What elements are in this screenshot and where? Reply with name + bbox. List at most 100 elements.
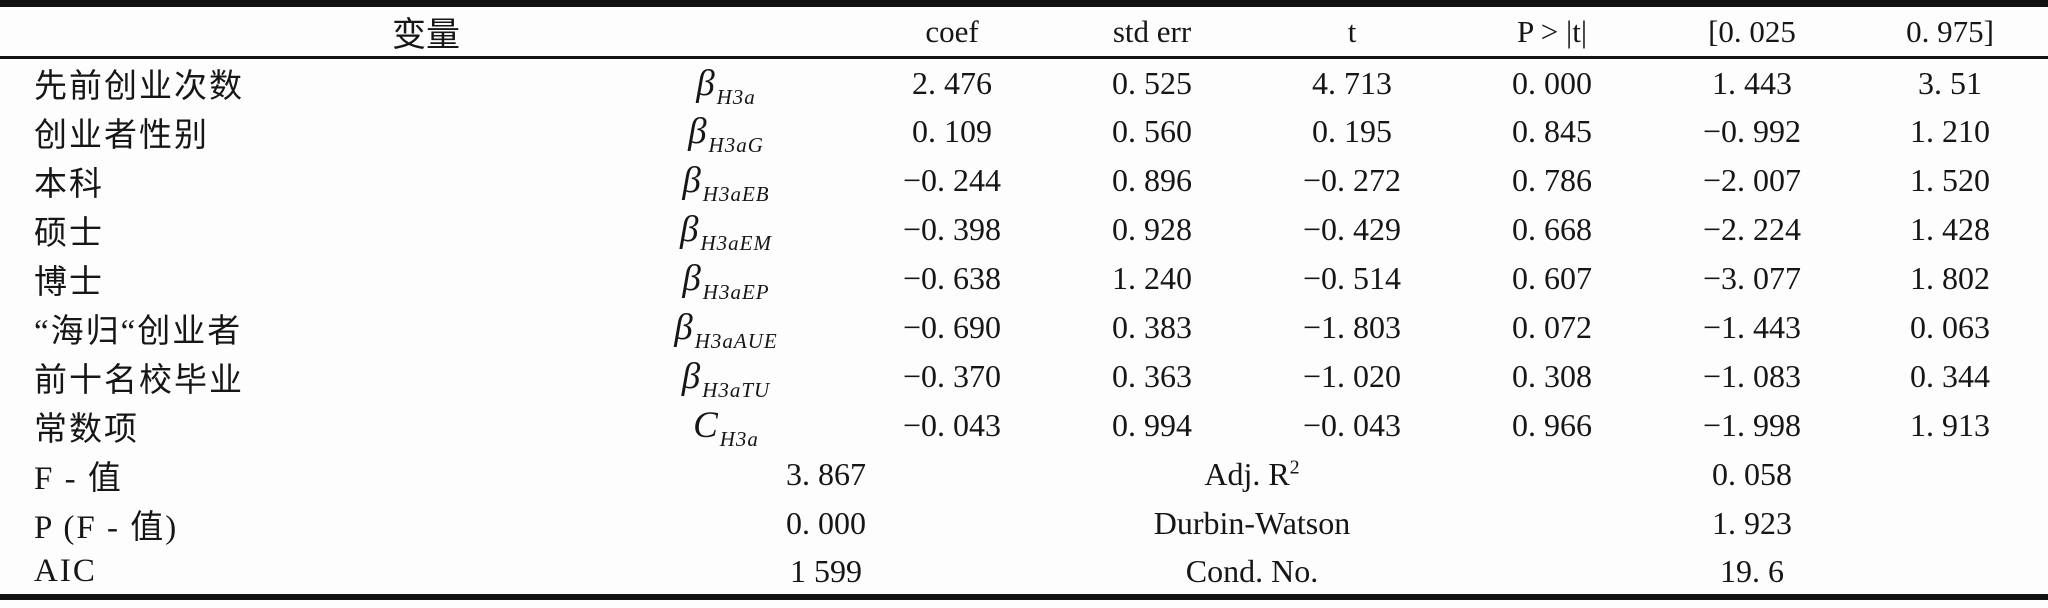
ci-low-cell: −1. 998: [1702, 407, 1802, 443]
coefficient-row: 博士 βH3aEP −0. 638 1. 240 −0. 514 0. 607 −3. 07…: [0, 254, 2048, 304]
t-cell: −0. 514: [1302, 260, 1402, 296]
coefficient-row: 硕士 βH3aEM −0. 398 0. 928 −0. 429 0. 668 −2. 22…: [0, 205, 2048, 255]
t-cell: 0. 195: [1312, 113, 1392, 149]
symbol-subscript: H3aEB: [702, 182, 770, 206]
summary-stat-label-cell: Adj. R2: [1052, 450, 1452, 499]
t-cell: −0. 429: [1302, 211, 1402, 247]
summary-value-cell: 0. 000: [786, 505, 866, 541]
variable-name-cell: 硕士: [34, 215, 104, 252]
p-value-cell: 0. 000: [1512, 64, 1592, 101]
symbol-base: β: [696, 62, 715, 104]
header-row: 变量 coef std err t P > |t| [0. 025 0. 975…: [0, 3, 2048, 59]
coef-cell: −0. 690: [902, 309, 1002, 345]
p-value-cell: 0. 845: [1512, 113, 1592, 149]
coefficient-row: 常数项 CH3a −0. 043 0. 994 −0. 043 0. 966 −1. 998…: [0, 401, 2048, 451]
std-err-cell: 0. 994: [1112, 407, 1192, 443]
ci-high-cell: 1. 802: [1910, 260, 1990, 296]
ci-high-cell: 1. 428: [1910, 211, 1990, 247]
variable-name-cell: 常数项: [34, 411, 139, 448]
col-header-variable: 变量: [0, 3, 852, 59]
t-cell: −0. 043: [1302, 407, 1402, 443]
summary-stat-value-cell: 1. 923: [1712, 505, 1792, 541]
std-err-cell: 0. 896: [1112, 162, 1192, 198]
empty-cell: [1852, 499, 2048, 548]
std-err-cell: 0. 363: [1112, 358, 1192, 394]
symbol-base: β: [674, 307, 693, 348]
summary-label-cell: AIC: [34, 552, 97, 589]
symbol-base: β: [682, 160, 701, 201]
col-header-ci-high: 0. 975]: [1852, 3, 2048, 59]
table-body: 先前创业次数 βH3a 2. 476 0. 525 4. 713 0. 000 1. 443…: [0, 58, 2048, 598]
ci-high-cell: 0. 063: [1910, 309, 1990, 345]
empty-cell: [1452, 450, 1652, 499]
symbol-cell: βH3aAUE: [600, 303, 852, 353]
variable-name-cell: “海归“创业者: [34, 313, 243, 350]
p-value-cell: 0. 072: [1512, 309, 1592, 345]
symbol-subscript: H3a: [719, 427, 759, 451]
coefficient-row: 先前创业次数 βH3a 2. 476 0. 525 4. 713 0. 000 1. 443…: [0, 58, 2048, 109]
coef-cell: 2. 476: [912, 64, 992, 101]
symbol-subscript: H3aEM: [700, 231, 772, 255]
symbol-subscript: H3a: [716, 84, 756, 109]
std-err-cell: 0. 383: [1112, 309, 1192, 345]
summary-stat-superscript: 2: [1289, 456, 1300, 479]
coef-cell: 0. 109: [912, 113, 992, 149]
coef-cell: −0. 398: [902, 211, 1002, 247]
summary-stat-label-text: Adj. R: [1204, 456, 1290, 492]
symbol-base: β: [682, 258, 701, 299]
empty-cell: [1852, 450, 2048, 499]
ci-high-cell: 1. 520: [1910, 162, 1990, 198]
coef-cell: −0. 638: [902, 260, 1002, 296]
p-value-cell: 0. 308: [1512, 358, 1592, 394]
symbol-cell: βH3aEB: [600, 156, 852, 206]
summary-stat-value-cell: 0. 058: [1712, 456, 1792, 492]
t-cell: −1. 803: [1302, 309, 1402, 345]
ci-low-cell: −2. 007: [1702, 162, 1802, 198]
summary-stat-label-text: Durbin-Watson: [1153, 505, 1351, 541]
symbol-base: C: [693, 405, 718, 446]
ci-low-cell: −1. 083: [1702, 358, 1802, 394]
coef-cell: −0. 043: [902, 407, 1002, 443]
summary-label-cell: F - 值: [34, 460, 123, 497]
summary-stat-label-cell: Cond. No.: [1052, 548, 1452, 597]
col-header-p-value: P > |t|: [1452, 3, 1652, 59]
summary-stat-value-cell: 19. 6: [1720, 552, 1784, 589]
summary-row: AIC 1 599 Cond. No. 19. 6: [0, 548, 2048, 597]
symbol-base: β: [688, 111, 707, 152]
ci-high-cell: 0. 344: [1910, 358, 1990, 394]
symbol-cell: βH3aG: [600, 107, 852, 157]
ci-high-cell: 3. 51: [1918, 64, 1982, 101]
variable-name-cell: 先前创业次数: [34, 69, 244, 105]
ci-high-cell: 1. 210: [1910, 113, 1990, 149]
variable-name-cell: 创业者性别: [34, 117, 209, 154]
std-err-cell: 0. 560: [1112, 113, 1192, 149]
ci-high-cell: 1. 913: [1910, 407, 1990, 443]
variable-name-cell: 本科: [34, 166, 104, 203]
ci-low-cell: −0. 992: [1702, 113, 1802, 149]
col-header-coef: coef: [852, 3, 1052, 59]
summary-value-cell: 3. 867: [786, 456, 866, 492]
symbol-cell: βH3aEP: [600, 254, 852, 304]
symbol-cell: βH3aEM: [600, 205, 852, 255]
coefficient-row: 创业者性别 βH3aG 0. 109 0. 560 0. 195 0. 845 −0. 99…: [0, 107, 2048, 157]
empty-cell: [1452, 499, 1652, 548]
symbol-subscript: H3aTU: [702, 378, 771, 402]
summary-stat-label-text: Cond. No.: [1185, 552, 1319, 589]
symbol-base: β: [681, 356, 701, 397]
coefficient-row: 本科 βH3aEB −0. 244 0. 896 −0. 272 0. 786 −2. 00…: [0, 156, 2048, 206]
symbol-subscript: H3aEP: [702, 280, 770, 304]
ci-low-cell: 1. 443: [1712, 64, 1792, 101]
t-cell: −0. 272: [1302, 162, 1402, 198]
symbol-subscript: H3aG: [708, 133, 764, 157]
ci-low-cell: −1. 443: [1702, 309, 1802, 345]
empty-cell: [1852, 548, 2048, 597]
empty-cell: [1452, 548, 1652, 597]
summary-label-cell: P (F - 值): [34, 509, 179, 546]
col-header-ci-low: [0. 025: [1652, 3, 1852, 59]
col-header-t: t: [1252, 3, 1452, 59]
variable-name-cell: 前十名校毕业: [34, 362, 244, 399]
symbol-cell: CH3a: [600, 401, 852, 451]
symbol-cell: βH3a: [600, 58, 852, 109]
